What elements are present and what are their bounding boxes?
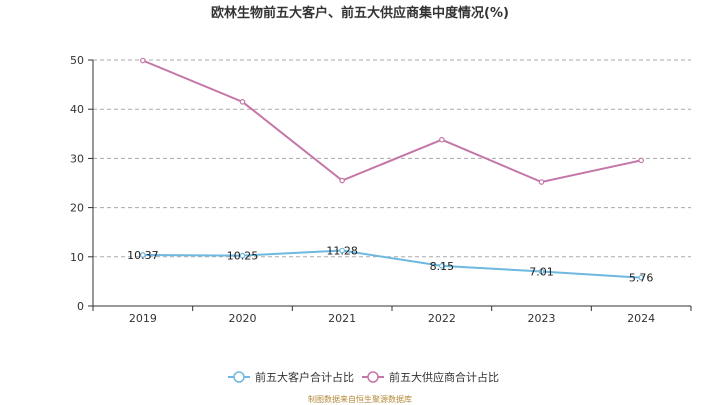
data-point-s1-2024 — [638, 157, 644, 164]
series-line-1 — [142, 59, 642, 184]
axes: 0 10 20 30 40 50 2019 2020 2021 2022 2023 2024 — [70, 54, 692, 325]
y-tick-label-50: 50 — [70, 54, 84, 67]
data-point-s0-2024 — [638, 274, 644, 281]
x-tick-label-2023: 2023 — [528, 312, 556, 325]
data-label-2020: 10.25 — [227, 250, 259, 263]
gridlines — [93, 59, 691, 258]
legend-marker-0 — [233, 371, 245, 383]
chart-title: 欧林生物前五大客户、前五大供应商集中度情况(%) — [211, 5, 509, 21]
data-label-2021: 11.28 — [326, 245, 358, 258]
data-point-s1-2023 — [538, 179, 545, 185]
series-group — [140, 57, 644, 281]
legend-label-1: 前五大供应商合计占比 — [389, 370, 499, 384]
series-line-0 — [142, 249, 642, 279]
source-note: 制图数据来自恒生聚源数据库 — [308, 394, 412, 404]
y-tick-label-10: 10 — [70, 251, 84, 264]
y-tick-label-0: 0 — [77, 300, 84, 313]
y-tick-label-30: 30 — [70, 152, 84, 165]
y-tick-label-40: 40 — [70, 103, 84, 116]
legend-marker-1 — [367, 371, 379, 383]
x-tick-label-2022: 2022 — [428, 312, 456, 325]
legend: 前五大客户合计占比 前五大供应商合计占比 — [228, 370, 499, 384]
data-point-s1-2019 — [140, 57, 146, 64]
data-point-s1-2021 — [339, 177, 345, 184]
data-label-2024: 5.76 — [629, 272, 654, 285]
y-tick-label-20: 20 — [70, 202, 84, 215]
data-label-2023: 7.01 — [529, 266, 554, 279]
data-point-s0-2023 — [538, 268, 545, 275]
x-tick-label-2020: 2020 — [229, 312, 257, 325]
legend-label-0: 前五大客户合计占比 — [255, 370, 354, 384]
data-point-s1-2022 — [439, 136, 445, 143]
x-tick-label-2024: 2024 — [627, 312, 655, 325]
data-point-s1-2020 — [239, 99, 246, 105]
data-labels: 10.37 10.25 11.28 8.15 7.01 5.76 — [127, 245, 653, 285]
data-point-s0-2019 — [140, 252, 146, 258]
x-tick-label-2021: 2021 — [328, 312, 356, 325]
data-point-s0-2020 — [239, 252, 246, 259]
data-point-s0-2021 — [339, 247, 345, 254]
data-point-s0-2022 — [439, 263, 445, 269]
data-label-2019: 10.37 — [127, 249, 159, 262]
x-tick-label-2019: 2019 — [129, 312, 157, 325]
data-label-2022: 8.15 — [430, 260, 455, 273]
